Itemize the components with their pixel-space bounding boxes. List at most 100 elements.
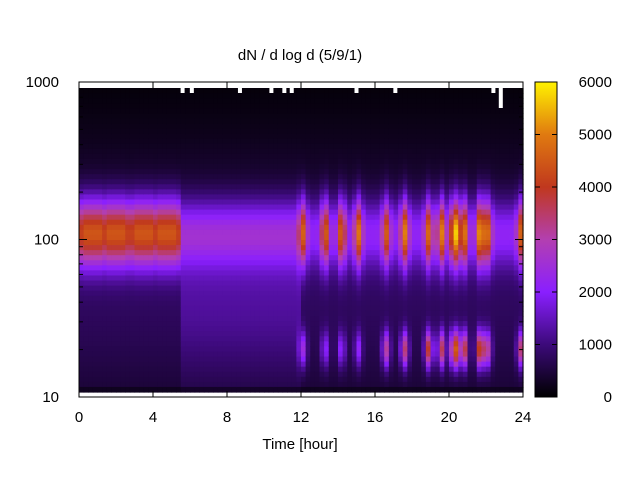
heatmap-cell [291, 153, 297, 160]
heatmap-cell [92, 331, 99, 337]
heatmap-cell [435, 169, 441, 175]
heatmap-cell [393, 128, 399, 135]
heatmap-cell [162, 169, 168, 175]
heatmap-cell [213, 133, 219, 140]
heatmap-cell [83, 88, 89, 94]
heatmap-cell [231, 265, 237, 271]
heatmap-cell [384, 209, 390, 216]
heatmap-cell [250, 300, 256, 307]
heatmap-cell [305, 148, 311, 155]
heatmap-cell [305, 316, 311, 322]
heatmap-cell [453, 260, 459, 266]
heatmap-cell [222, 189, 228, 195]
heatmap-cell [176, 224, 182, 231]
heatmap-cell [171, 164, 177, 170]
heatmap-cell [379, 204, 385, 211]
heatmap-cell [375, 240, 381, 246]
heatmap-cell [361, 371, 367, 378]
heatmap-cell [453, 386, 459, 393]
heatmap-cell [375, 250, 381, 256]
heatmap-cell [421, 275, 427, 282]
heatmap-cell [347, 361, 353, 368]
heatmap-cell [106, 341, 112, 347]
heatmap-cell [365, 103, 371, 109]
heatmap-cell [375, 93, 381, 99]
heatmap-cell [421, 316, 427, 322]
heatmap-cell [351, 255, 358, 261]
heatmap-cell [180, 128, 186, 135]
heatmap-cell [162, 224, 168, 231]
heatmap-cell [435, 386, 441, 393]
heatmap-cell [125, 93, 131, 99]
heatmap-cell [97, 295, 103, 302]
heatmap-cell [365, 265, 371, 271]
heatmap-cell [83, 204, 89, 211]
heatmap-cell [347, 255, 353, 261]
heatmap-cell [245, 366, 251, 373]
heatmap-cell [342, 300, 348, 307]
heatmap-cell [444, 153, 450, 160]
heatmap-cell [217, 310, 223, 317]
heatmap-cell [333, 371, 339, 378]
heatmap-cell [370, 280, 376, 287]
heatmap-cell [176, 245, 182, 251]
heatmap-cell [324, 260, 330, 266]
heatmap-cell [361, 336, 367, 342]
heatmap-cell [375, 260, 381, 266]
heatmap-cell [291, 326, 297, 332]
heatmap-cell [83, 331, 89, 337]
heatmap-cell [277, 371, 284, 378]
heatmap-cell [264, 229, 270, 236]
heatmap-cell [83, 164, 89, 170]
heatmap-cell [97, 240, 103, 246]
heatmap-cell [111, 118, 117, 125]
heatmap-cell [143, 143, 149, 150]
heatmap-cell [264, 336, 270, 342]
heatmap-cell [120, 229, 126, 236]
heatmap-cell [171, 275, 177, 282]
heatmap-cell [240, 224, 247, 231]
heatmap-cell [259, 300, 265, 307]
heatmap-cell [449, 169, 455, 175]
heatmap-cell [407, 113, 413, 119]
heatmap-cell [227, 275, 233, 282]
heatmap-cell [412, 255, 418, 261]
heatmap-cell [379, 148, 385, 155]
heatmap-cell [444, 118, 450, 125]
heatmap-cell [176, 103, 182, 109]
heatmap-cell [231, 386, 237, 393]
heatmap-cell [393, 113, 399, 119]
heatmap-cell [291, 285, 297, 292]
heatmap-cell [162, 214, 168, 221]
heatmap-cell [213, 128, 219, 135]
heatmap-cell [176, 229, 182, 236]
heatmap-cell [153, 184, 159, 190]
heatmap-cell [79, 295, 85, 302]
heatmap-cell [333, 290, 339, 297]
heatmap-cell [134, 331, 140, 337]
heatmap-cell [356, 224, 362, 231]
heatmap-cell [393, 240, 399, 246]
heatmap-cell [416, 234, 422, 241]
heatmap-cell [227, 305, 233, 312]
heatmap-cell [388, 194, 395, 201]
heatmap-cell [384, 351, 390, 358]
heatmap-cell [157, 199, 163, 206]
heatmap-cell [129, 234, 136, 241]
heatmap-cell [407, 158, 413, 165]
heatmap-cell [305, 123, 311, 130]
heatmap-cell [314, 250, 321, 256]
heatmap-cell [351, 219, 358, 226]
heatmap-cell [365, 285, 371, 292]
heatmap-cell [153, 108, 159, 114]
heatmap-cell [379, 341, 385, 347]
heatmap-cell [333, 240, 339, 246]
heatmap-cell [444, 179, 450, 185]
heatmap-cell [148, 229, 154, 236]
heatmap-cell [83, 326, 89, 332]
heatmap-cell [296, 234, 302, 241]
heatmap-cell [444, 219, 450, 226]
heatmap-cell [231, 88, 237, 94]
heatmap-cell [102, 376, 108, 383]
heatmap-cell [273, 133, 279, 140]
